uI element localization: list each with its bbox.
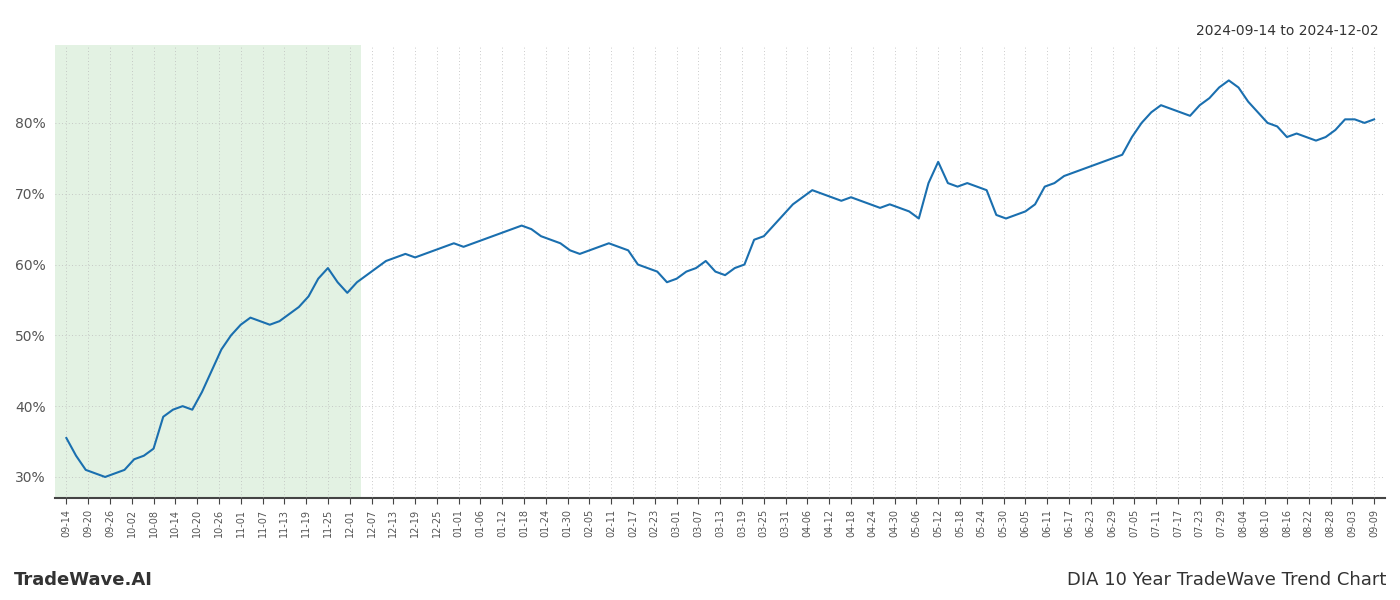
Text: TradeWave.AI: TradeWave.AI [14,571,153,589]
Text: DIA 10 Year TradeWave Trend Chart: DIA 10 Year TradeWave Trend Chart [1067,571,1386,589]
Text: 2024-09-14 to 2024-12-02: 2024-09-14 to 2024-12-02 [1197,24,1379,38]
Bar [56,45,361,498]
